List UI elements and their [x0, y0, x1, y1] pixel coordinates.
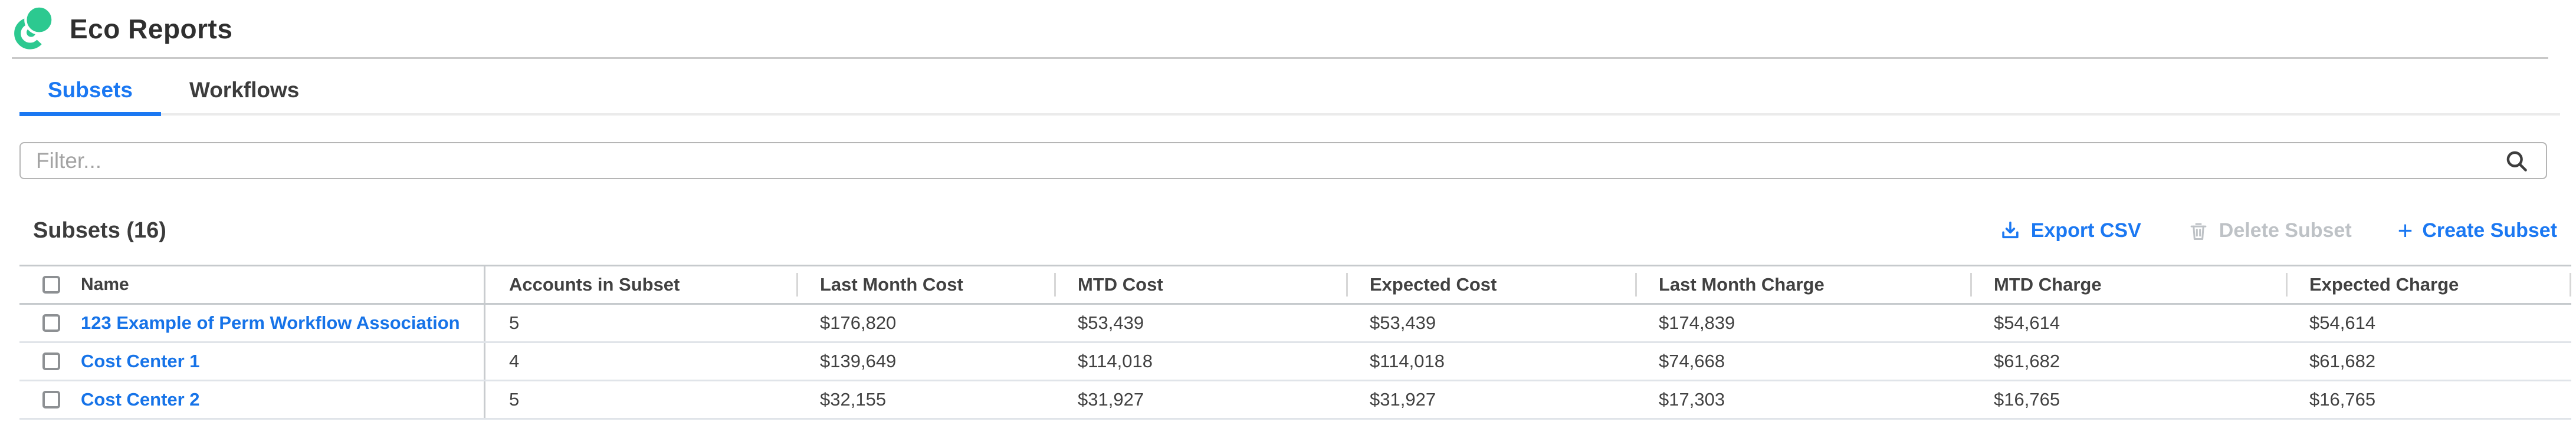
app-header: Eco Reports	[0, 0, 2576, 57]
mtd-cost-cell: $114,018	[1078, 351, 1153, 371]
eco-logo-icon	[14, 4, 54, 50]
accounts-cell: 4	[509, 351, 520, 371]
accounts-cell: 5	[509, 312, 520, 333]
row-checkbox[interactable]	[42, 391, 60, 408]
select-all-checkbox[interactable]	[42, 276, 60, 294]
search-icon[interactable]	[2503, 148, 2529, 174]
accounts-cell: 5	[509, 389, 520, 410]
header-name-cell: Name	[19, 266, 485, 303]
expected-charge-cell: $16,765	[2309, 389, 2376, 410]
subsets-table: Name Accounts in Subset Last Month Cost …	[19, 265, 2571, 420]
column-header-expected-cost: Expected Cost	[1346, 266, 1635, 303]
delete-subset-button[interactable]: Delete Subset	[2187, 219, 2352, 242]
tab-bar: Subsets Workflows	[19, 59, 2560, 116]
last-month-cost-cell: $32,155	[820, 389, 887, 410]
page-title: Eco Reports	[70, 13, 233, 44]
row-name-cell: Cost Center 1	[19, 343, 485, 380]
mtd-charge-cell: $54,614	[1994, 312, 2060, 333]
last-month-cost-cell: $176,820	[820, 312, 897, 333]
tab-workflows[interactable]: Workflows	[161, 59, 327, 113]
expected-cost-cell: $53,439	[1370, 312, 1436, 333]
row-checkbox[interactable]	[42, 352, 60, 370]
export-csv-label: Export CSV	[2030, 219, 2141, 242]
column-header-last-month-charge: Last Month Charge	[1635, 266, 1970, 303]
toolbar-actions: Export CSV Delete Subset + Create Subset	[1999, 216, 2557, 245]
column-header-last-month-cost: Last Month Cost	[796, 266, 1054, 303]
subsets-count-heading: Subsets (16)	[33, 218, 166, 243]
mtd-charge-cell: $16,765	[1994, 389, 2060, 410]
export-csv-button[interactable]: Export CSV	[1999, 219, 2141, 242]
subset-name-link[interactable]: Cost Center 1	[81, 351, 200, 371]
subsets-toolbar: Subsets (16) Export CSV Delete Subset + …	[19, 218, 2557, 243]
column-header-expected-charge: Expected Charge	[2286, 266, 2571, 303]
download-icon	[2002, 221, 2019, 238]
row-checkbox[interactable]	[42, 314, 60, 332]
filter-container	[19, 142, 2547, 179]
header-divider	[12, 57, 2548, 59]
expected-charge-cell: $54,614	[2309, 312, 2376, 333]
subset-name-link[interactable]: 123 Example of Perm Workflow Association	[81, 312, 460, 333]
table-row: Cost Center 2 5 $32,155 $31,927 $31,927 …	[19, 381, 2571, 420]
delete-subset-label: Delete Subset	[2219, 219, 2352, 242]
expected-cost-cell: $114,018	[1370, 351, 1445, 371]
trash-icon	[2190, 223, 2207, 240]
row-name-cell: Cost Center 2	[19, 381, 485, 418]
tab-subsets[interactable]: Subsets	[19, 59, 161, 116]
last-month-cost-cell: $139,649	[820, 351, 897, 371]
mtd-cost-cell: $31,927	[1078, 389, 1144, 410]
mtd-cost-cell: $53,439	[1078, 312, 1144, 333]
create-subset-button[interactable]: + Create Subset	[2397, 216, 2557, 245]
last-month-charge-cell: $17,303	[1659, 389, 1725, 410]
column-header-name: Name	[81, 275, 129, 294]
last-month-charge-cell: $74,668	[1659, 351, 1725, 371]
expected-charge-cell: $61,682	[2309, 351, 2376, 371]
row-name-cell: 123 Example of Perm Workflow Association	[19, 305, 485, 341]
plus-icon: +	[2397, 216, 2413, 245]
create-subset-label: Create Subset	[2422, 219, 2557, 242]
table-header-row: Name Accounts in Subset Last Month Cost …	[19, 265, 2571, 305]
column-header-mtd-charge: MTD Charge	[1970, 266, 2286, 303]
expected-cost-cell: $31,927	[1370, 389, 1436, 410]
column-header-mtd-cost: MTD Cost	[1054, 266, 1346, 303]
last-month-charge-cell: $174,839	[1659, 312, 1735, 333]
filter-input[interactable]	[19, 142, 2547, 179]
mtd-charge-cell: $61,682	[1994, 351, 2060, 371]
column-header-accounts: Accounts in Subset	[509, 274, 680, 295]
table-row: Cost Center 1 4 $139,649 $114,018 $114,0…	[19, 343, 2571, 381]
subset-name-link[interactable]: Cost Center 2	[81, 389, 200, 410]
table-row: 123 Example of Perm Workflow Association…	[19, 305, 2571, 343]
